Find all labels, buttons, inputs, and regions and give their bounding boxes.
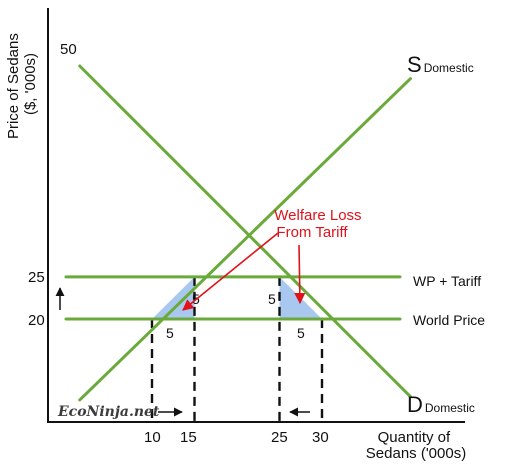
demand-label: D Domestic: [407, 392, 475, 417]
watermark: EcoNinja.net: [57, 404, 160, 420]
y-tick-label-25: 25: [28, 269, 45, 286]
welfare-loss-triangle-right: [279, 276, 322, 319]
x-tick-label-25: 25: [271, 429, 288, 446]
y-tick-label-20: 20: [28, 312, 45, 329]
welfare-loss-annotation: Welfare Loss From Tariff: [274, 207, 365, 241]
annotation-arrow-right: [294, 244, 306, 305]
world-price-label: World Price: [413, 312, 485, 328]
x-axis-title: Quantity of Sedans ('000s): [366, 429, 466, 462]
x-tick-label-15: 15: [180, 429, 197, 446]
y-tick-label-50: 50: [60, 41, 77, 58]
welfare-loss-triangle-left: [152, 276, 195, 319]
triangle-right-base-label: 5: [297, 325, 305, 341]
x-tick-label-30: 30: [312, 429, 329, 446]
annotation-arrow-left: [182, 232, 279, 311]
wp-tariff-label: WP + Tariff: [413, 273, 481, 289]
y-axis-title: Price of Sedans ($, '000s): [5, 29, 39, 139]
supply-curve: [78, 77, 412, 402]
demand-curve: [78, 64, 412, 399]
triangle-right-height-label: 5: [268, 291, 276, 307]
triangle-left-base-label: 5: [166, 325, 174, 341]
supply-label: S Domestic: [407, 52, 474, 77]
x-tick-label-10: 10: [144, 429, 161, 446]
